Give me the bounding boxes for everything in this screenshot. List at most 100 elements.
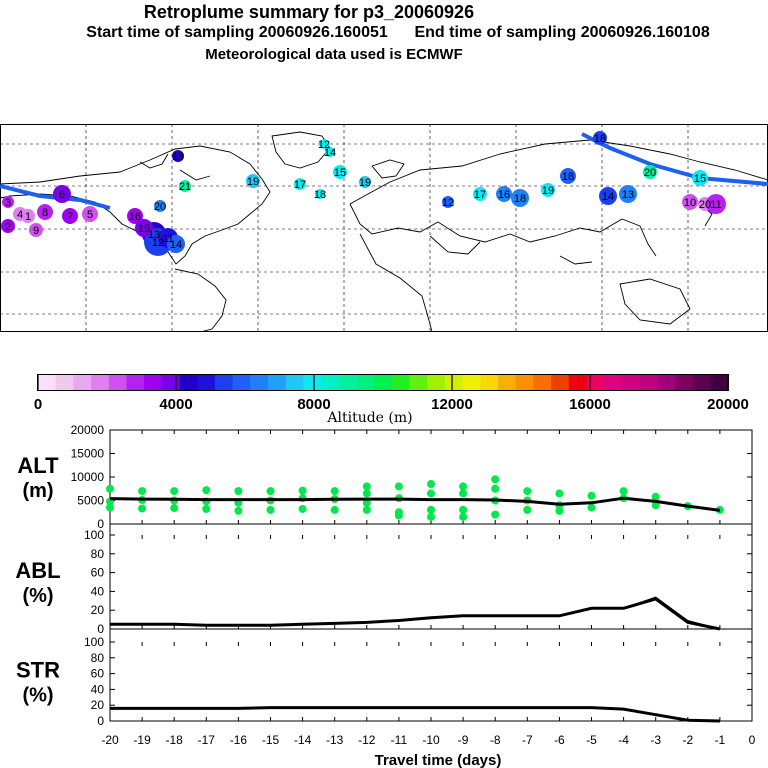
alt-scatter-point [459,489,468,498]
colorbar-cell [551,375,570,390]
colorbar-cell [498,375,517,390]
y-tick-label: 20000 [71,423,105,437]
plume-dot [1,219,15,233]
alt-scatter-point [427,480,435,489]
y-tick-label: 60 [91,566,105,580]
colorbar-tick-label: 4000 [159,396,192,413]
plume-label: 11 [162,233,173,245]
plume-dot [172,150,184,162]
alt-scatter-point [330,505,339,514]
plume-dot [167,235,185,253]
colorbar-cell [427,375,446,390]
x-tick-label: -15 [262,733,280,747]
plume-dot [473,187,487,201]
y-tick-label: 100 [84,528,104,542]
colorbar-tick-label: 8000 [297,396,330,413]
alt-scatter-point [619,487,628,496]
alt-scatter-point [459,512,468,521]
colorbar-cell [250,375,269,390]
alt-scatter-point [394,511,403,520]
x-tick-label: -19 [133,733,151,747]
colorbar-cell [38,375,57,390]
colorbar-cell [533,375,552,390]
alt-scatter-point [138,487,147,496]
alt-scatter-point [266,487,275,496]
colorbar-ticks: 0 4000 8000 12000 16000 20000 [34,375,749,413]
plume-label: 10 [684,197,696,209]
x-tick-label: -9 [458,733,469,747]
plume-dot [37,204,53,220]
x-tick-label: -17 [198,733,216,747]
plume-label: 12 [318,139,330,151]
travel-time-axis: -20 -19 -18 -17 -16 -15 -14 -13 -12 -11 -10 -9 -8 -7-… [101,733,755,747]
colorbar-cell [179,375,198,390]
plume-label: 20 [699,199,711,211]
x-tick-label: -18 [166,733,184,747]
plume-dot [82,206,98,222]
x-tick-label: -10 [422,733,440,747]
colorbar-cells [38,375,729,390]
colorbar-cell [391,375,410,390]
x-tick-label: -16 [230,733,248,747]
alt-scatter-point [298,486,307,495]
plume-dot [560,168,576,184]
abl-panel: 0 20 40 60 80 100 ABL(%) [15,528,753,636]
colorbar-cell [91,375,110,390]
plume-dot [541,183,555,197]
x-axis-label: Travel time (days) [375,752,502,768]
plume-label: 12 [152,237,164,249]
colorbar-cell [444,375,464,390]
colorbar-label: Altitude (m) [326,410,412,426]
plume-dot [21,209,35,223]
y-tick-label: 100 [84,635,104,649]
alt-scatter-point [491,510,500,519]
plume-dot [2,196,14,208]
plume-label: 18 [594,133,606,145]
colorbar-cell [621,375,640,390]
plume-label: 12 [442,197,454,209]
plume-dot [359,176,371,188]
chart-title: Retroplume summary for p3_20060926 [143,2,475,22]
plume-label: 2 [5,221,11,233]
str-line [110,706,720,723]
colorbar-tick-label: 20000 [707,396,749,413]
colorbar-cell [232,375,251,390]
plume-label: 7 [67,211,73,223]
plume-dot [442,196,454,208]
y-axis-unit: (%) [22,585,53,607]
alt-scatter-point [459,505,468,514]
alt-scatter-point [651,492,660,501]
plume-dot [325,147,335,157]
x-tick-label: 0 [749,733,756,747]
x-tick-label: -14 [294,733,312,747]
colorbar-cell [338,375,357,390]
colorbar-tick-label: 0 [34,396,42,413]
colorbar-cell [161,375,180,390]
colorbar-cell [356,375,375,390]
y-tick-label: 0 [97,517,104,531]
colorbar-tick-label: 16000 [569,396,611,413]
colorbar-cell [692,375,711,390]
alt-scatter-point [587,491,596,500]
plume-label: 19 [542,185,554,197]
alt-scatter-point [587,503,596,512]
y-tick-label: 0 [97,714,104,728]
y-tick-label: 40 [91,682,105,696]
alt-mean-line [109,496,721,512]
met-data-text: Meteorological data used is ECMWF [205,46,463,63]
plume-dot [593,131,607,145]
plume-dot [643,165,657,179]
y-tick-label: 40 [91,584,105,598]
colorbar-cell [710,375,729,390]
plume-label: 11 [710,199,721,211]
y-axis-unit: (m) [22,480,53,502]
alt-scatter-point [491,484,500,493]
y-axis-label: ABL [15,558,60,583]
colorbar-cell [674,375,694,390]
plume-dot [29,223,43,237]
alt-scatter-point [330,487,339,496]
plume-dot [127,208,143,224]
plume-label: 13 [172,151,184,163]
plume-label: 9 [33,225,39,237]
